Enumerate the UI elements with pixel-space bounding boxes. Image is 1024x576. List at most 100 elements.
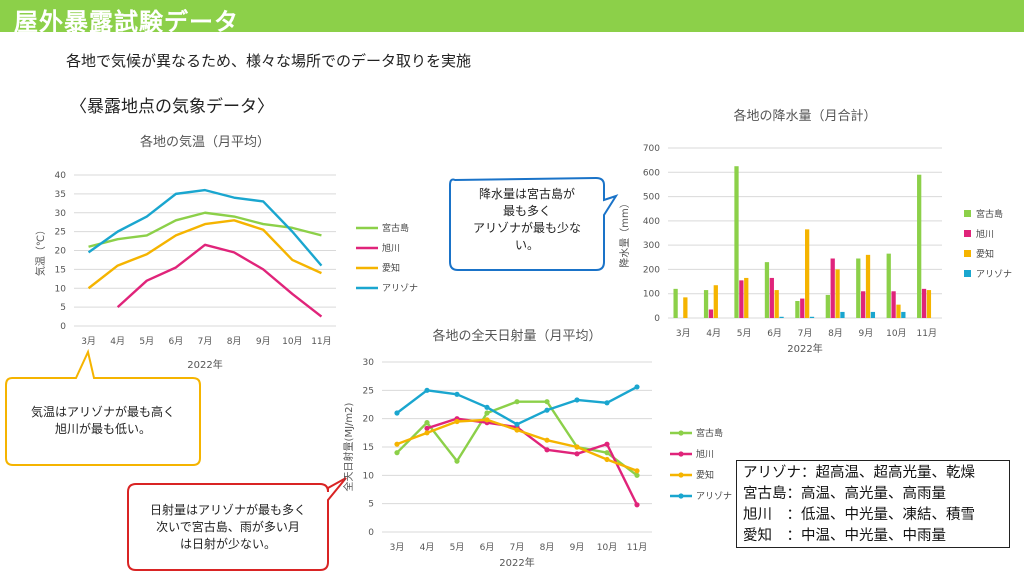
temp-callout-line-1: 気温はアリゾナが最も高く xyxy=(30,405,175,419)
point-アリゾナ xyxy=(544,407,550,413)
temp-callout: 気温はアリゾナが最も高く 旭川が最も低い。 xyxy=(6,404,200,438)
temp-callout-line-2: 旭川が最も低い。 xyxy=(54,422,151,436)
legend-label: アリゾナ xyxy=(976,269,1012,280)
point-愛知 xyxy=(394,441,400,447)
y-tick-label: 15 xyxy=(55,265,66,275)
bar-宮古島 xyxy=(795,301,800,318)
sun-callout-line-3: は日射が少ない。 xyxy=(179,537,276,551)
chart-title: 各地の気温（月平均） xyxy=(140,134,270,150)
x-tick-label: 11月 xyxy=(627,542,647,553)
point-愛知 xyxy=(424,430,430,436)
bar-愛知 xyxy=(835,269,840,318)
temperature-chart: 各地の気温（月平均） 0 5 10 15 20 25 30 35 40 3月 4月 5月 6月 7月 8月 9月… xyxy=(34,134,418,371)
series-line-宮古島 xyxy=(88,211,322,248)
y-tick-label: 10 xyxy=(363,471,375,481)
point-宮古島 xyxy=(544,399,550,405)
legend-label: アリゾナ xyxy=(696,491,732,502)
x-tick-label: 10月 xyxy=(282,336,302,347)
bar-旭川 xyxy=(830,258,835,318)
bar-旭川 xyxy=(739,280,744,318)
x-tick-label: 5月 xyxy=(450,542,465,553)
bar-愛知 xyxy=(774,290,779,318)
y-tick-label: 25 xyxy=(363,386,374,396)
bar-旭川 xyxy=(861,291,866,318)
legend-marker xyxy=(678,472,684,478)
section-title: 〈暴露地点の気象データ〉 xyxy=(70,97,274,117)
bar-宮古島 xyxy=(886,253,891,318)
bar-愛知 xyxy=(926,290,932,318)
bar-アリゾナ xyxy=(870,311,876,318)
y-tick-label: 700 xyxy=(643,144,660,154)
point-旭川 xyxy=(544,447,550,453)
x-tick-label: 5月 xyxy=(139,336,154,347)
point-宮古島 xyxy=(514,399,520,405)
x-tick-label: 6月 xyxy=(767,328,782,339)
x-axis-label: 2022年 xyxy=(499,556,534,569)
y-axis-label: 気温（℃） xyxy=(34,225,47,276)
legend-marker xyxy=(678,451,684,457)
x-tick-label: 8月 xyxy=(828,328,843,339)
bar-アリゾナ xyxy=(901,311,906,318)
x-tick-label: 9月 xyxy=(859,328,874,339)
rain-callout-balloon xyxy=(449,176,619,271)
sun-callout-balloon xyxy=(127,477,347,571)
y-tick-label: 100 xyxy=(643,290,660,300)
y-tick-label: 40 xyxy=(55,171,67,181)
point-宮古島 xyxy=(394,450,400,456)
summary-line-aichi: 愛知 ：中温、中光量、中雨量 xyxy=(743,528,946,544)
y-tick-label: 400 xyxy=(643,217,660,227)
bar-旭川 xyxy=(800,298,805,318)
y-tick-label: 5 xyxy=(60,303,66,313)
bar-宮古島 xyxy=(825,294,830,318)
point-旭川 xyxy=(424,425,430,431)
x-tick-label: 9月 xyxy=(570,542,585,553)
bar-愛知 xyxy=(744,277,749,318)
x-tick-label: 8月 xyxy=(540,542,555,553)
bar-アリゾナ xyxy=(779,316,784,318)
y-tick-label: 20 xyxy=(55,247,67,257)
bar-宮古島 xyxy=(856,258,861,318)
bar-愛知 xyxy=(896,304,901,318)
point-アリゾナ xyxy=(574,397,580,403)
rain-callout-line-4: い。 xyxy=(514,238,539,252)
series-line-旭川 xyxy=(116,243,323,318)
bar-宮古島 xyxy=(917,174,922,318)
point-愛知 xyxy=(484,417,490,423)
title-bar: 屋外暴露試験データ xyxy=(0,0,1024,36)
bar-愛知 xyxy=(713,285,718,318)
y-tick-label: 35 xyxy=(55,190,66,200)
point-アリゾナ xyxy=(514,421,520,427)
legend-label: 愛知 xyxy=(382,262,400,274)
y-tick-label: 600 xyxy=(643,168,660,178)
x-axis-label: 2022年 xyxy=(187,358,222,371)
series-line-アリゾナ xyxy=(87,188,323,267)
chart-title: 各地の全天日射量（月平均） xyxy=(432,328,601,344)
y-tick-label: 25 xyxy=(55,228,66,238)
bar-旭川 xyxy=(921,288,927,318)
legend-label: 愛知 xyxy=(696,469,714,481)
x-tick-label: 8月 xyxy=(227,336,242,347)
y-tick-label: 300 xyxy=(643,241,660,251)
legend-swatch xyxy=(964,270,971,277)
point-愛知 xyxy=(544,437,550,443)
legend-label: 旭川 xyxy=(382,242,400,254)
series-line-愛知 xyxy=(87,219,322,290)
page-title: 屋外暴露試験データ xyxy=(14,8,239,36)
bar-愛知 xyxy=(865,254,871,318)
point-アリゾナ xyxy=(454,391,460,397)
chart-title: 各地の降水量（月合計） xyxy=(733,108,876,124)
point-宮古島 xyxy=(484,410,490,416)
bar-宮古島 xyxy=(734,166,739,318)
x-tick-label: 7月 xyxy=(510,542,525,553)
legend-swatch xyxy=(964,250,971,257)
y-tick-label: 0 xyxy=(368,528,374,538)
legend-label: 宮古島 xyxy=(696,427,723,439)
point-アリゾナ xyxy=(484,404,490,410)
y-tick-label: 500 xyxy=(643,193,660,203)
legend-label: 宮古島 xyxy=(382,222,409,234)
climate-summary-box: アリゾナ：超高温、超高光量、乾燥 宮古島：高温、高光量、高雨量 旭川 ：低温、中… xyxy=(736,460,1010,548)
point-旭川 xyxy=(604,441,610,447)
point-アリゾナ xyxy=(394,410,400,416)
point-アリゾナ xyxy=(424,387,430,393)
series-line-宮古島 xyxy=(396,400,638,477)
